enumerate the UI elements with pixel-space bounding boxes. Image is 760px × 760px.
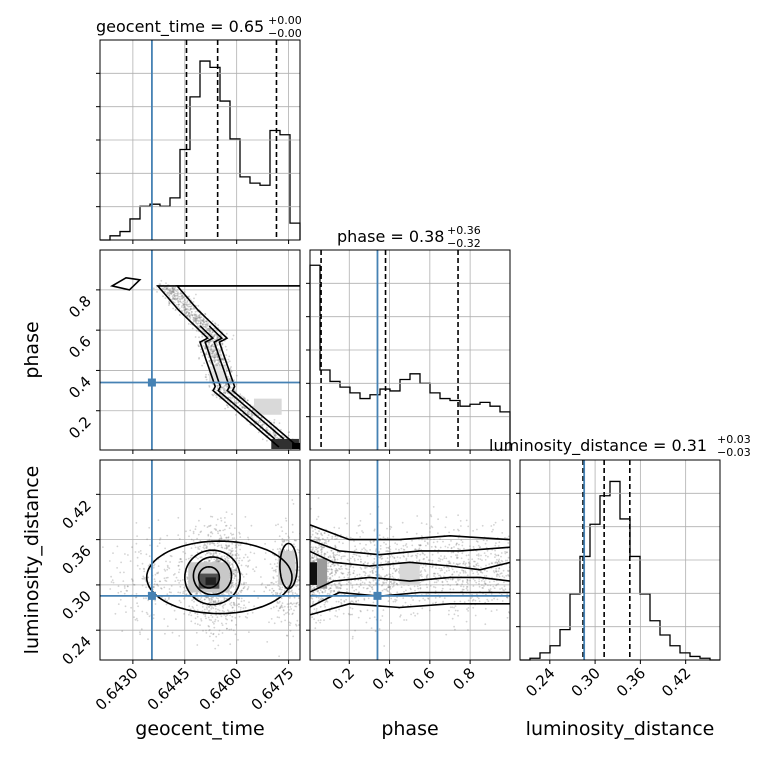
- panel-border: [99, 39, 301, 241]
- y-tick-label-phase: 0.6: [65, 332, 95, 362]
- x-axis-label-luminosity-distance: luminosity_distance: [526, 718, 715, 740]
- x-tick-label-geocent-time: 0.6460: [196, 664, 246, 714]
- panel-luminosity-distance-vs-phase: [306, 459, 511, 664]
- panel-contents: [310, 460, 510, 660]
- histogram-step: [520, 480, 720, 661]
- density-cell: [310, 562, 318, 585]
- x-tick-label-luminosity-distance: 0.24: [522, 664, 558, 700]
- panel-luminosity-distance-histogram: [516, 459, 721, 664]
- contour-line: [156, 285, 300, 448]
- histogram-step: [309, 264, 511, 450]
- panel-border: [309, 459, 511, 661]
- title-luminosity-distance: luminosity_distance = 0.31: [489, 436, 707, 456]
- x-tick-label-luminosity-distance: 0.30: [568, 664, 604, 700]
- contour-line: [310, 602, 510, 616]
- panel-border: [99, 459, 301, 661]
- x-axis-label-geocent-time: geocent_time: [135, 718, 264, 740]
- contour-line: [310, 524, 510, 541]
- contour-line: [109, 276, 142, 291]
- y-tick-label-luminosity-distance: 0.42: [58, 496, 94, 532]
- density-cell: [317, 558, 328, 589]
- panel-phase-vs-geocent-time: [96, 249, 301, 454]
- title-geocent-time-plus: +0.00: [268, 14, 302, 27]
- title-phase-plus: +0.36: [447, 224, 481, 237]
- title-luminosity-distance-plus: +0.03: [717, 433, 751, 446]
- contour-line: [279, 542, 299, 590]
- contour-line: [310, 550, 510, 571]
- truth-marker: [147, 378, 156, 387]
- y-tick-label-phase: 0.4: [65, 373, 95, 403]
- truth-marker: [373, 591, 382, 600]
- title-geocent-time: geocent_time = 0.65: [96, 17, 264, 37]
- x-tick-label-phase: 0.8: [449, 664, 479, 694]
- panel-border: [309, 249, 511, 451]
- title-phase: phase = 0.38: [337, 227, 444, 246]
- y-axis-label-luminosity-distance: luminosity_distance: [21, 466, 43, 655]
- y-tick-label-phase: 0.2: [65, 413, 95, 443]
- x-tick-label-luminosity-distance: 0.42: [658, 664, 694, 700]
- panel-contents: [100, 460, 300, 660]
- panel-contents: [100, 250, 300, 450]
- contour-line: [197, 565, 221, 589]
- density-cell: [399, 562, 420, 585]
- x-tick-label-geocent-time: 0.6430: [92, 664, 142, 714]
- density-cell: [253, 398, 282, 415]
- contour-line: [310, 539, 510, 556]
- density-cell: [205, 577, 216, 585]
- x-tick-label-phase: 0.4: [369, 664, 399, 694]
- truth-marker: [147, 591, 156, 600]
- tick-labels: 0.6430 0.6445 0.6460 0.6475 0.2 0.4 0.6 0.8 0.24…: [58, 292, 694, 714]
- x-tick-label-luminosity-distance: 0.36: [613, 664, 649, 700]
- x-tick-label-geocent-time: 0.6445: [144, 664, 194, 714]
- title-phase-minus: −0.32: [447, 237, 481, 250]
- x-axis-label-phase: phase: [381, 718, 438, 740]
- x-tick-label-phase: 0.2: [329, 664, 359, 694]
- contour-line: [175, 285, 300, 448]
- title-geocent-time-minus: −0.00: [268, 27, 302, 40]
- histogram-step: [100, 60, 301, 241]
- title-luminosity-distance-minus: −0.03: [717, 446, 751, 459]
- panel-border: [99, 249, 301, 451]
- panel-geocent-time-histogram: [96, 39, 301, 244]
- density-cell: [271, 438, 299, 449]
- contour-line: [183, 549, 241, 606]
- panel-phase-histogram: [306, 249, 511, 454]
- y-tick-label-luminosity-distance: 0.30: [58, 587, 94, 623]
- y-axis-label-phase: phase: [21, 321, 43, 378]
- contour-line: [310, 576, 510, 593]
- y-tick-label-phase: 0.8: [65, 292, 95, 322]
- contour-line: [192, 556, 233, 596]
- sample-points: [152, 279, 300, 450]
- panel-border: [519, 459, 721, 661]
- panel-luminosity-distance-vs-geocent-time: [96, 459, 301, 664]
- y-tick-label-luminosity-distance: 0.36: [58, 542, 94, 578]
- y-tick-label-luminosity-distance: 0.24: [58, 632, 94, 668]
- contour-line: [310, 591, 510, 608]
- x-tick-label-phase: 0.6: [409, 664, 439, 694]
- contour-line: [145, 540, 293, 615]
- x-tick-label-geocent-time: 0.6475: [248, 664, 298, 714]
